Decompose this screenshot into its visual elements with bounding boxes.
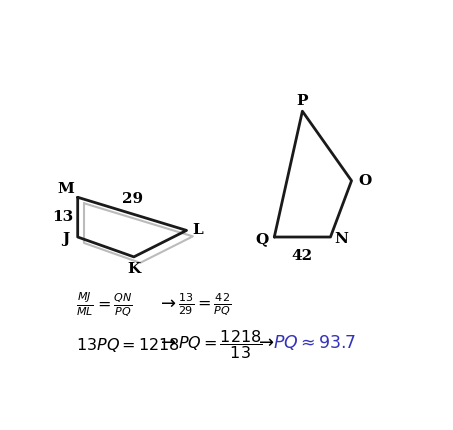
Text: $\rightarrow$: $\rightarrow$ bbox=[157, 333, 176, 351]
Text: $\frac{MJ}{ML}=\frac{QN}{PQ}$: $\frac{MJ}{ML}=\frac{QN}{PQ}$ bbox=[76, 291, 133, 319]
Text: $\rightarrow$: $\rightarrow$ bbox=[255, 333, 275, 351]
Text: $13PQ=1218$: $13PQ=1218$ bbox=[76, 336, 180, 353]
Text: 13: 13 bbox=[52, 210, 73, 224]
Text: 29: 29 bbox=[121, 191, 143, 206]
Text: 42: 42 bbox=[292, 249, 313, 263]
Text: $\rightarrow$: $\rightarrow$ bbox=[157, 294, 176, 312]
Text: $PQ=\dfrac{1218}{13}$: $PQ=\dfrac{1218}{13}$ bbox=[178, 328, 262, 361]
Text: J: J bbox=[62, 232, 69, 246]
Text: K: K bbox=[127, 262, 140, 276]
Text: M: M bbox=[57, 182, 74, 196]
Text: P: P bbox=[297, 94, 308, 108]
Text: Q: Q bbox=[255, 232, 269, 246]
Text: N: N bbox=[335, 232, 349, 246]
Text: $PQ\approx 93.7$: $PQ\approx 93.7$ bbox=[273, 333, 356, 352]
Text: L: L bbox=[193, 224, 203, 237]
Text: $\frac{13}{29}=\frac{42}{PQ}$: $\frac{13}{29}=\frac{42}{PQ}$ bbox=[178, 292, 231, 318]
Text: O: O bbox=[358, 174, 371, 188]
